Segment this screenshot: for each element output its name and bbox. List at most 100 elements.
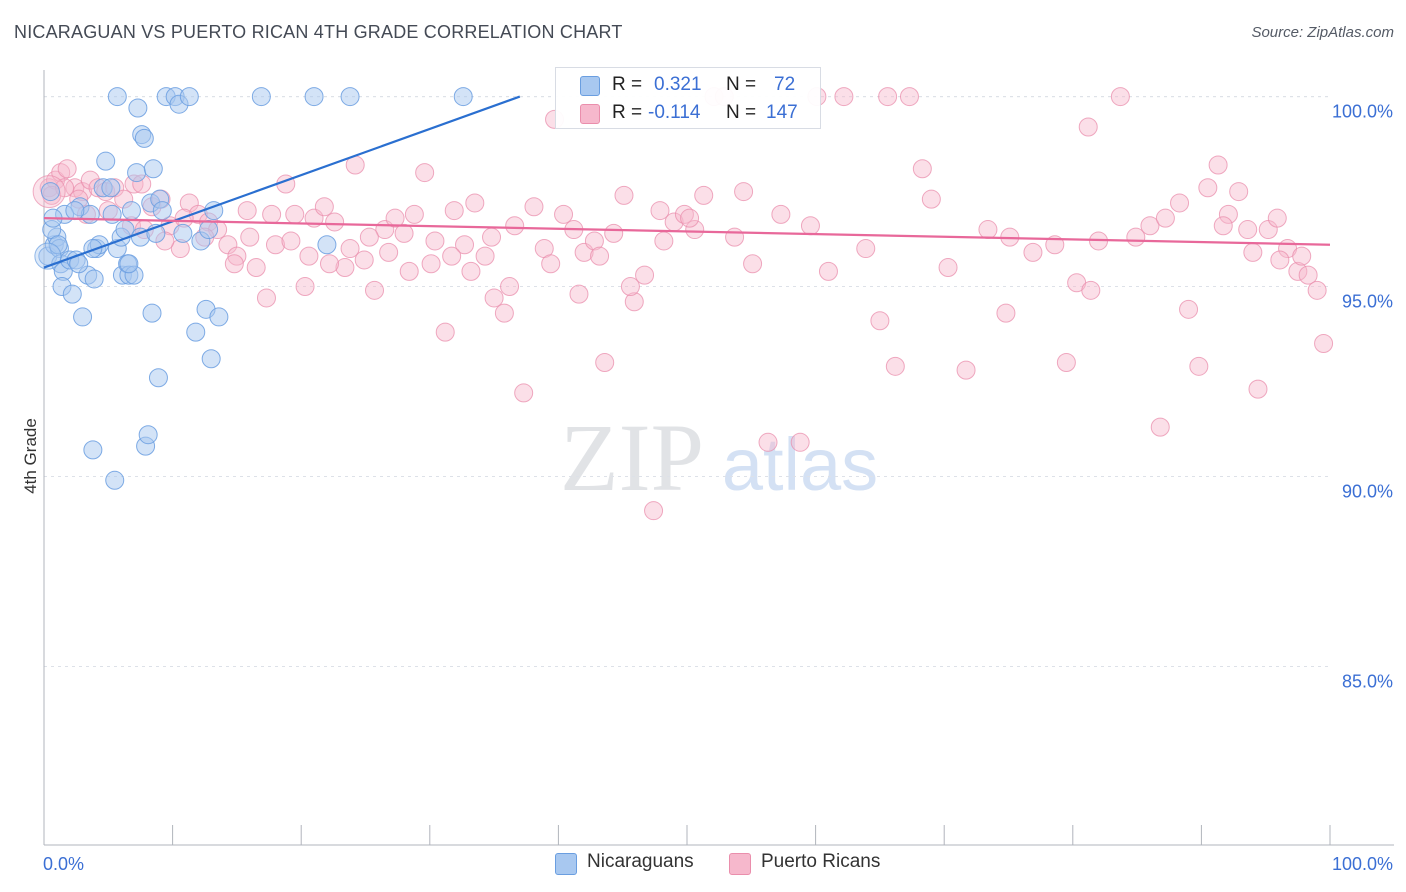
puerto-rican-point — [399, 261, 419, 281]
puerto-rican-point — [442, 246, 462, 266]
chart-title: NICARAGUAN VS PUERTO RICAN 4TH GRADE COR… — [14, 22, 623, 42]
nicaraguan-point — [83, 440, 103, 460]
nicaraguan-point — [251, 87, 271, 107]
puerto-rican-point — [265, 235, 285, 255]
nicaraguan-trend-line — [43, 95, 521, 269]
nicaraguan-point — [73, 307, 93, 327]
puerto-rican-point — [285, 204, 305, 224]
puerto-rican-point — [1314, 334, 1334, 354]
puerto-rican-point — [680, 208, 700, 228]
puerto-rican-point — [1155, 208, 1175, 228]
puerto-rican-point — [1229, 182, 1249, 202]
nicaraguan-point — [107, 87, 127, 107]
puerto-rican-point — [227, 246, 247, 266]
puerto-rican-point — [1243, 242, 1263, 262]
n-label: N = — [726, 102, 757, 123]
y-tick-label-100: 100.0% — [1332, 102, 1393, 122]
puerto-rican-point — [299, 246, 319, 266]
puerto-rican-point — [624, 292, 644, 312]
puerto-rican-point — [1078, 117, 1098, 137]
axes — [43, 70, 1394, 846]
trend-lines — [43, 95, 1331, 269]
puerto-rican-point — [1238, 220, 1258, 240]
puerto-rican-point — [1292, 246, 1312, 266]
puerto-rican-point — [482, 227, 502, 247]
puerto-rican-point — [455, 235, 475, 255]
puerto-rican-point — [224, 254, 244, 274]
puerto-rican-point — [604, 223, 624, 243]
puerto-rican-point — [758, 432, 778, 452]
puerto-rican-point — [938, 258, 958, 278]
puerto-rican-point — [340, 239, 360, 259]
nicaraguans-legend-label: Nicaraguans — [587, 851, 694, 872]
puerto-rican-point — [461, 261, 481, 281]
nicaraguan-point — [340, 87, 360, 107]
puerto-rican-point — [1198, 178, 1218, 198]
nicaraguan-point — [134, 128, 154, 148]
puerto-rican-point — [569, 284, 589, 304]
puerto-rican-point — [620, 277, 640, 297]
nicaraguan-points — [34, 87, 473, 490]
y-axis-label: 4th Grade — [21, 418, 40, 494]
x-tick-label-0: 0.0% — [43, 854, 84, 874]
nicaraguan-point-large — [34, 242, 62, 270]
puerto-rican-point — [524, 197, 544, 217]
puerto-rican-point — [771, 204, 791, 224]
nicaraguan-point — [105, 470, 125, 490]
nicaraguan-point — [152, 201, 172, 221]
puerto-rican-point — [614, 185, 634, 205]
nicaraguan-point — [121, 201, 141, 221]
nicaraguan-point — [142, 303, 162, 323]
puerto-rican-point — [57, 159, 77, 179]
puerto-rican-point — [818, 261, 838, 281]
nicaraguan-point — [179, 87, 199, 107]
puerto-rican-point — [281, 231, 301, 251]
y-tick-label-85: 85.0% — [1342, 671, 1393, 691]
puerto-rican-point — [1023, 242, 1043, 262]
watermark-atlas: atlas — [722, 423, 878, 506]
puerto-rican-point — [335, 258, 355, 278]
puerto-rican-point — [444, 201, 464, 221]
nicaraguan-point — [96, 151, 116, 171]
puerto-rican-point — [394, 223, 414, 243]
puerto-rican-point — [1179, 299, 1199, 319]
nicaraguan-point — [48, 235, 68, 255]
puerto-rican-point — [1218, 204, 1238, 224]
puerto-rican-point — [899, 87, 919, 107]
nicaraguan-point — [148, 368, 168, 388]
nicaraguan-point — [199, 220, 219, 240]
nicaraguan-point — [304, 87, 324, 107]
puerto-rican-point — [1248, 379, 1268, 399]
nicaraguan-point — [40, 182, 60, 202]
puerto-rican-point — [1288, 261, 1308, 281]
nicaraguan-point — [453, 87, 473, 107]
puerto-rican-point — [644, 501, 664, 521]
nicaraguan-point — [128, 98, 148, 118]
puerto-rican-point — [246, 258, 266, 278]
puerto-rican-point — [379, 242, 399, 262]
puerto-rican-point — [1213, 216, 1233, 236]
nicaraguan-point — [143, 159, 163, 179]
puerto-rican-point — [500, 277, 520, 297]
puerto-rican-point — [1056, 353, 1076, 373]
puerto-rican-point — [1270, 250, 1290, 270]
r-label: R = — [612, 102, 643, 123]
puerto-rican-point — [514, 383, 534, 403]
puerto-rican-point — [354, 250, 374, 270]
nicaraguans-legend-swatch — [555, 853, 577, 875]
puerto-rican-point — [650, 201, 670, 221]
puerto-rican-point — [404, 204, 424, 224]
puerto-rican-point — [256, 288, 276, 308]
puerto-rican-point — [465, 193, 485, 213]
nicaraguan-point — [127, 163, 147, 183]
puerto-rican-point — [541, 254, 561, 274]
puerto-rican-point — [590, 246, 610, 266]
puerto-ricans-legend-swatch — [729, 853, 751, 875]
r-label: R = — [612, 74, 643, 95]
puerto-rican-point — [295, 277, 315, 297]
puerto-rican-point — [240, 227, 260, 247]
puerto-ricans-swatch — [580, 104, 600, 124]
puerto-rican-point — [674, 204, 694, 224]
puerto-rican-point — [1110, 87, 1130, 107]
